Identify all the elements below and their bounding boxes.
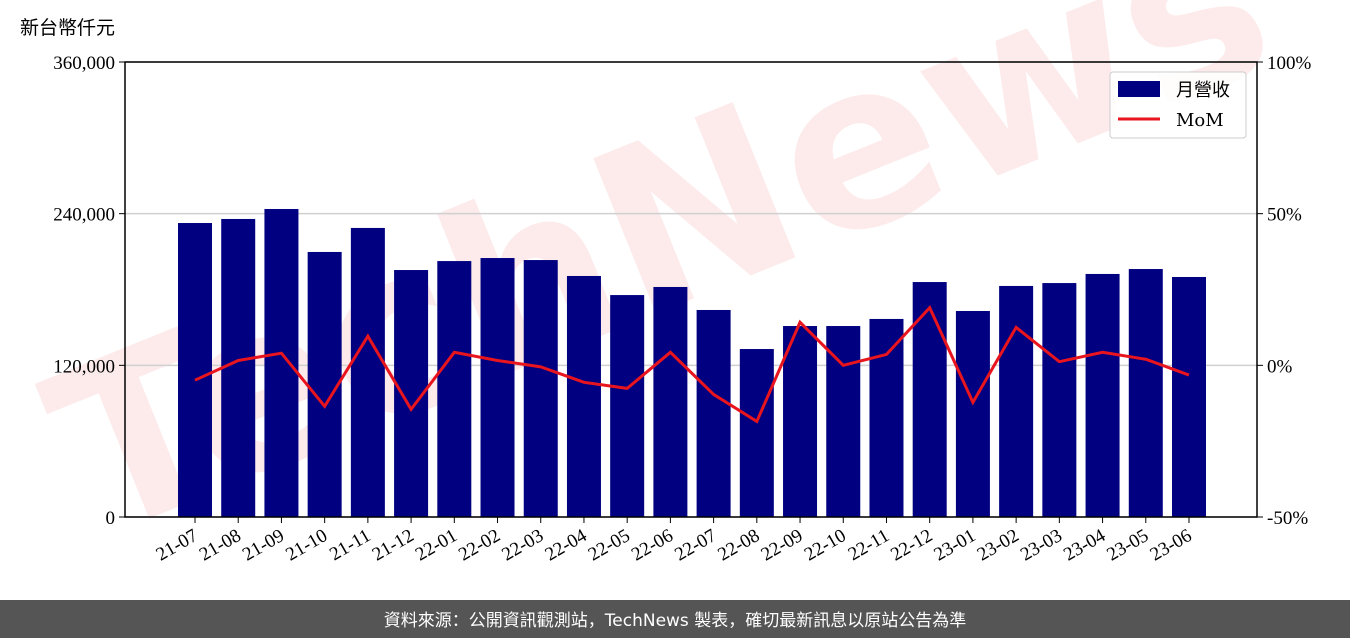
- x-tick-label: 22-08: [714, 525, 763, 565]
- x-tick-label: 21-10: [282, 525, 331, 565]
- x-tick-label: 22-01: [412, 525, 461, 565]
- x-tick-label: 22-10: [801, 525, 850, 565]
- bar: [653, 286, 688, 517]
- y2-tick-label: -50%: [1267, 508, 1308, 529]
- x-tick-label: 22-02: [455, 525, 504, 565]
- bar: [480, 258, 515, 517]
- y-axis-label: 新台幣仟元: [20, 17, 115, 39]
- bar: [1172, 276, 1206, 517]
- legend-label: MoM: [1176, 110, 1224, 131]
- source-note: 資料來源：公開資訊觀測站，TechNews 製表，確切最新訊息以原站公告為準: [384, 611, 966, 631]
- x-tick-label: 22-06: [628, 525, 677, 565]
- bar: [264, 208, 299, 517]
- bar: [523, 260, 558, 517]
- y2-tick-label: 0%: [1267, 356, 1293, 377]
- bar: [566, 275, 601, 517]
- x-tick-label: 22-07: [671, 525, 720, 565]
- x-tick-label: 23-05: [1103, 525, 1152, 565]
- bar: [783, 326, 818, 517]
- x-tick-label: 23-03: [1017, 525, 1066, 565]
- x-tick-label: 22-12: [887, 525, 936, 565]
- line: [194, 305, 1190, 424]
- x-tick-label: 22-11: [845, 525, 893, 565]
- x-tick-label: 23-04: [1060, 525, 1109, 566]
- x-tick-label: 23-01: [931, 525, 980, 565]
- bar: [739, 349, 774, 517]
- x-tick-label: 21-11: [326, 525, 374, 565]
- bar: [437, 261, 472, 517]
- y2-tick-label: 50%: [1267, 205, 1302, 226]
- x-tick-label: 23-02: [974, 525, 1023, 565]
- x-tick-label: 21-12: [369, 525, 418, 565]
- bar: [912, 282, 947, 517]
- bar: [221, 218, 256, 517]
- bar: [955, 310, 990, 517]
- y-tick-label: 120,000: [53, 356, 115, 377]
- x-tick-label: 22-05: [585, 525, 634, 565]
- y-tick-label: 360,000: [53, 53, 115, 74]
- y2-tick-label: 100%: [1267, 53, 1312, 74]
- bar: [610, 295, 645, 517]
- x-tick-label: 22-09: [758, 525, 807, 565]
- bar: [1128, 269, 1163, 517]
- footer-bar: [0, 600, 1350, 638]
- x-tick-label: 22-03: [498, 525, 547, 565]
- legend-swatch: [1118, 81, 1160, 97]
- bar: [307, 251, 342, 517]
- bar: [826, 326, 861, 517]
- bar: [1085, 273, 1120, 517]
- bar: [350, 227, 385, 517]
- y-tick-label: 0: [106, 508, 116, 529]
- x-tick-label: 22-04: [542, 525, 591, 566]
- legend-label: 月營收: [1176, 80, 1230, 101]
- y-tick-label: 240,000: [53, 205, 115, 226]
- bar: [1042, 283, 1077, 517]
- plot-frame: [124, 61, 1258, 518]
- bar: [178, 223, 212, 517]
- bar: [696, 309, 731, 517]
- x-tick-label: 23-06: [1147, 525, 1196, 565]
- bar: [869, 318, 904, 517]
- bar: [999, 285, 1034, 517]
